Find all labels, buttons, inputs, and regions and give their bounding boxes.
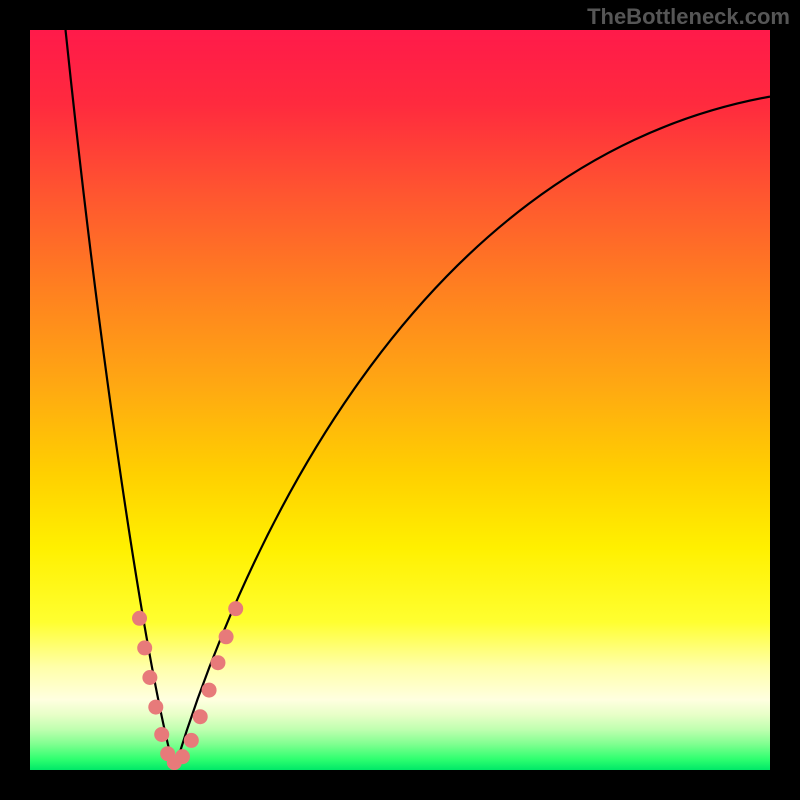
curve-marker xyxy=(202,683,217,698)
curve-marker xyxy=(228,601,243,616)
curve-marker xyxy=(210,655,225,670)
watermark-text: TheBottleneck.com xyxy=(587,4,790,30)
curve-marker xyxy=(142,670,157,685)
curve-marker xyxy=(193,709,208,724)
curve-left-branch xyxy=(66,30,175,770)
plot-area xyxy=(30,30,770,770)
curve-marker xyxy=(148,700,163,715)
curve-marker xyxy=(132,611,147,626)
chart-container: TheBottleneck.com xyxy=(0,0,800,800)
curve-marker xyxy=(184,733,199,748)
curve-marker xyxy=(175,749,190,764)
bottleneck-curve xyxy=(30,30,770,770)
curve-marker xyxy=(137,640,152,655)
curve-marker xyxy=(219,629,234,644)
curve-right-branch xyxy=(174,97,770,770)
curve-marker xyxy=(154,727,169,742)
